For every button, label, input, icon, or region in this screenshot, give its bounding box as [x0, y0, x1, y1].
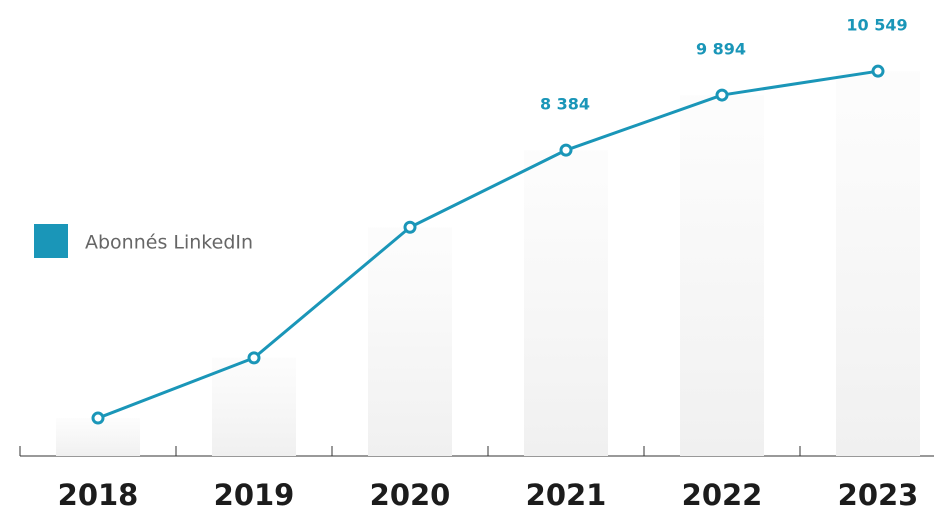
- point: [403, 220, 417, 234]
- line: [97, 69, 879, 420]
- background-bar: [212, 357, 296, 456]
- value-label: 9 894: [696, 40, 746, 59]
- value-label: 8 384: [540, 95, 590, 114]
- point: [715, 88, 729, 102]
- x-tick-label: 2020: [370, 478, 451, 512]
- background-bar: [680, 95, 764, 456]
- point: [247, 351, 261, 365]
- legend-swatch: [34, 224, 68, 258]
- value-label: 10 549: [846, 16, 907, 35]
- background-bar: [836, 71, 920, 456]
- x-tick-label: 2022: [682, 478, 763, 512]
- background-bar: [368, 227, 452, 456]
- point: [871, 64, 885, 78]
- legend-label: Abonnés LinkedIn: [85, 232, 253, 254]
- x-tick-label: 2023: [838, 478, 919, 512]
- x-tick-label: 2018: [58, 478, 139, 512]
- point: [559, 143, 573, 157]
- background-bar: [524, 150, 608, 457]
- point: [91, 411, 105, 425]
- x-tick-label: 2021: [526, 478, 607, 512]
- x-tick-label: 2019: [214, 478, 295, 512]
